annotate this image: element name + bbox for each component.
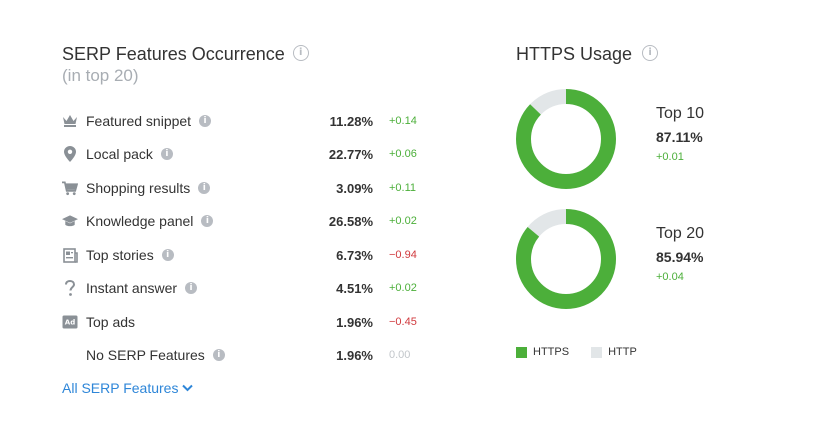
info-icon[interactable]: i bbox=[642, 45, 659, 62]
feature-label: Featured snippet bbox=[86, 113, 192, 129]
legend-swatch bbox=[591, 346, 603, 358]
donut-change: +0.01 bbox=[656, 151, 684, 163]
serp-subtitle: (in top 20) bbox=[62, 66, 139, 85]
https-title-text: HTTPS Usage bbox=[516, 44, 633, 64]
feature-delta: +0.11 bbox=[389, 182, 417, 194]
info-icon[interactable]: i bbox=[292, 45, 309, 62]
donut-summary-top-20: Top 20 85.94% +0.04 bbox=[656, 225, 704, 283]
legend-label: HTTPS bbox=[533, 346, 570, 358]
feature-percent: 6.73% bbox=[336, 247, 373, 263]
all-serp-features-label: All SERP Features bbox=[62, 380, 179, 396]
feature-percent: 4.51% bbox=[336, 280, 373, 296]
serp-row-top-stories: Top stories i 6.73% −0.94 bbox=[62, 243, 442, 267]
feature-delta: +0.06 bbox=[389, 148, 417, 160]
info-icon[interactable]: i bbox=[198, 182, 211, 194]
legend-label: HTTP bbox=[608, 346, 637, 358]
https-legend: HTTPS HTTP bbox=[516, 346, 659, 358]
donut-label: Top 10 bbox=[656, 105, 705, 122]
feature-percent: 1.96% bbox=[336, 347, 373, 363]
serp-row-featured-snippet: Featured snippet i 11.28% +0.14 bbox=[62, 109, 442, 133]
crown-icon bbox=[62, 113, 78, 129]
serp-row-no-serp-features: No SERP Features i 1.96% 0.00 bbox=[62, 343, 442, 367]
legend-item-http: HTTP bbox=[591, 346, 637, 358]
feature-label: Knowledge panel bbox=[86, 213, 194, 229]
svg-text:Ad: Ad bbox=[65, 319, 75, 327]
https-panel-title: HTTPS Usage i bbox=[516, 44, 776, 65]
all-serp-features-link[interactable]: All SERP Features bbox=[62, 380, 194, 396]
map-pin-icon bbox=[62, 146, 78, 162]
feature-percent: 1.96% bbox=[336, 314, 373, 330]
donut-summary-top-10: Top 10 87.11% +0.01 bbox=[656, 105, 704, 163]
feature-delta: +0.14 bbox=[389, 115, 417, 127]
legend-swatch bbox=[516, 346, 527, 358]
feature-label: Top stories bbox=[86, 247, 154, 263]
feature-label: Instant answer bbox=[86, 280, 178, 296]
feature-label: Shopping results bbox=[86, 180, 191, 196]
serp-title-text: SERP Features Occurrence bbox=[62, 44, 285, 64]
info-icon[interactable]: i bbox=[185, 282, 198, 294]
donut-value: 85.94% bbox=[656, 249, 704, 265]
ad-badge-icon: Ad bbox=[62, 314, 78, 330]
serp-features-panel: SERP Features Occurrence i (in top 20) Fe… bbox=[62, 44, 442, 363]
feature-delta: 0.00 bbox=[389, 349, 411, 361]
serp-row-local-pack: Local pack i 22.77% +0.06 bbox=[62, 142, 442, 166]
serp-row-top-ads: Ad Top ads 1.96% −0.45 bbox=[62, 310, 442, 334]
serp-row-shopping-results: Shopping results i 3.09% +0.11 bbox=[62, 176, 442, 200]
feature-label: No SERP Features bbox=[86, 347, 205, 363]
feature-delta: −0.94 bbox=[389, 249, 417, 261]
info-icon[interactable]: i bbox=[201, 215, 214, 227]
feature-delta: +0.02 bbox=[389, 282, 417, 294]
feature-label: Local pack bbox=[86, 146, 153, 162]
feature-label: Top ads bbox=[86, 314, 136, 330]
feature-percent: 3.09% bbox=[336, 180, 373, 196]
feature-percent: 11.28% bbox=[329, 113, 373, 129]
info-icon[interactable]: i bbox=[161, 249, 174, 261]
info-icon[interactable]: i bbox=[212, 349, 225, 361]
feature-delta: −0.45 bbox=[389, 316, 417, 328]
serp-row-instant-answer: Instant answer i 4.51% +0.02 bbox=[62, 276, 442, 300]
serp-row-knowledge-panel: Knowledge panel i 26.58% +0.02 bbox=[62, 209, 442, 233]
info-icon[interactable]: i bbox=[199, 115, 212, 127]
graduation-cap-icon bbox=[62, 213, 78, 229]
chevron-down-icon bbox=[182, 384, 194, 392]
donut-chart-top-10 bbox=[516, 89, 616, 189]
newspaper-icon bbox=[62, 247, 78, 263]
donut-value: 87.11% bbox=[656, 129, 703, 145]
question-mark-icon bbox=[62, 279, 78, 296]
donut-chart-top-20 bbox=[516, 209, 616, 309]
feature-percent: 22.77% bbox=[328, 146, 373, 162]
donut-label: Top 20 bbox=[656, 225, 705, 242]
https-usage-panel: HTTPS Usage i Top 10 87.11% +0.01 Top 20 … bbox=[516, 44, 776, 358]
legend-item-https: HTTPS bbox=[516, 346, 569, 358]
donut-https-arc bbox=[516, 209, 616, 309]
feature-percent: 26.58% bbox=[328, 213, 373, 229]
donut-change: +0.04 bbox=[656, 271, 684, 283]
donut-https-arc bbox=[516, 89, 616, 189]
info-icon[interactable]: i bbox=[160, 148, 173, 160]
feature-delta: +0.02 bbox=[389, 215, 417, 227]
cart-icon bbox=[62, 180, 78, 196]
serp-panel-title: SERP Features Occurrence i bbox=[62, 44, 442, 65]
